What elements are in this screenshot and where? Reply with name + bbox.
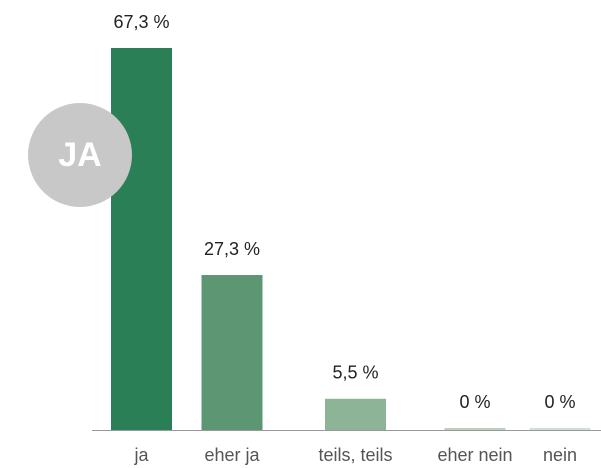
- x-tick-label: eher ja: [204, 445, 260, 465]
- bar: [111, 48, 172, 430]
- value-label: 5,5 %: [332, 363, 378, 383]
- bar: [529, 428, 591, 430]
- bar: [444, 428, 506, 430]
- value-label: 0 %: [544, 392, 575, 412]
- badge: [28, 103, 132, 207]
- badge-text: JA: [58, 136, 101, 174]
- x-tick-label: nein: [543, 445, 577, 465]
- value-label: 67,3 %: [113, 12, 169, 32]
- value-label: 27,3 %: [204, 239, 260, 259]
- value-label: 0 %: [459, 392, 490, 412]
- bar: [201, 275, 263, 430]
- x-tick-label: ja: [133, 445, 149, 465]
- x-tick-label: eher nein: [437, 445, 512, 465]
- x-tick-label: teils, teils: [318, 445, 392, 465]
- bar: [325, 398, 386, 430]
